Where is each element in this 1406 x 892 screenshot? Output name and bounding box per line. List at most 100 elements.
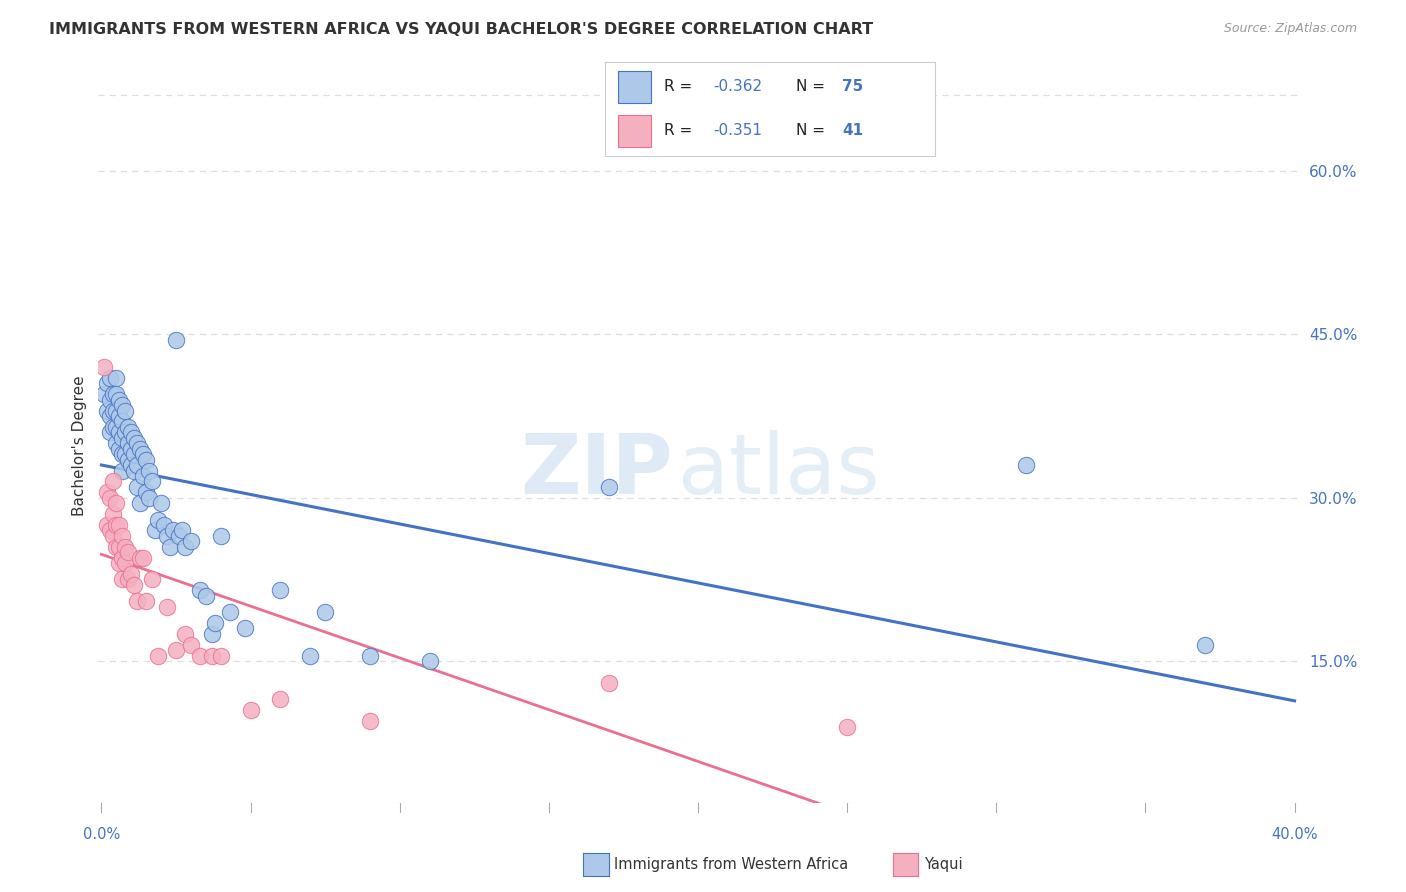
- Point: [174, 540, 197, 554]
- Point: [98, 392, 121, 407]
- Point: [93, 359, 115, 374]
- Point: [120, 442, 142, 456]
- Text: Source: ZipAtlas.com: Source: ZipAtlas.com: [1223, 22, 1357, 36]
- Point: [103, 387, 125, 401]
- Y-axis label: Bachelor's Degree: Bachelor's Degree: [72, 376, 87, 516]
- Point: [105, 540, 128, 554]
- Point: [204, 615, 226, 630]
- Point: [98, 491, 121, 505]
- Text: -0.362: -0.362: [714, 79, 762, 95]
- Text: 41: 41: [842, 123, 863, 138]
- Bar: [617, 70, 651, 103]
- Point: [120, 425, 142, 440]
- Point: [120, 458, 142, 472]
- Text: Immigrants from Western Africa: Immigrants from Western Africa: [614, 857, 849, 871]
- Point: [96, 376, 118, 391]
- Point: [156, 599, 179, 614]
- Point: [188, 583, 211, 598]
- Text: Yaqui: Yaqui: [924, 857, 962, 871]
- Text: R =: R =: [664, 79, 697, 95]
- Text: N =: N =: [796, 79, 830, 95]
- Point: [114, 403, 136, 417]
- Point: [111, 415, 134, 429]
- Point: [135, 594, 157, 608]
- Point: [105, 496, 128, 510]
- Point: [143, 524, 166, 538]
- Point: [117, 573, 139, 587]
- Point: [111, 431, 134, 445]
- Point: [93, 387, 115, 401]
- Point: [114, 540, 136, 554]
- Point: [598, 676, 620, 690]
- Point: [209, 648, 232, 663]
- Point: [122, 578, 145, 592]
- Point: [117, 420, 139, 434]
- Point: [135, 452, 157, 467]
- Point: [114, 425, 136, 440]
- Point: [108, 425, 131, 440]
- Point: [153, 518, 176, 533]
- Point: [98, 371, 121, 385]
- Point: [117, 436, 139, 450]
- Point: [127, 480, 149, 494]
- Point: [105, 387, 128, 401]
- Point: [105, 371, 128, 385]
- Point: [132, 550, 155, 565]
- Point: [111, 550, 134, 565]
- Point: [201, 648, 224, 663]
- Text: 0.0%: 0.0%: [83, 827, 120, 842]
- Point: [96, 518, 118, 533]
- Point: [159, 540, 181, 554]
- Point: [359, 648, 381, 663]
- Point: [127, 458, 149, 472]
- Point: [129, 496, 152, 510]
- Point: [180, 534, 202, 549]
- Point: [129, 550, 152, 565]
- Point: [103, 403, 125, 417]
- Point: [1015, 458, 1038, 472]
- Point: [98, 425, 121, 440]
- Point: [239, 703, 262, 717]
- Point: [598, 480, 620, 494]
- Point: [111, 529, 134, 543]
- Text: 75: 75: [842, 79, 863, 95]
- Point: [105, 436, 128, 450]
- Point: [122, 463, 145, 477]
- Point: [1194, 638, 1216, 652]
- Point: [103, 475, 125, 489]
- Text: IMMIGRANTS FROM WESTERN AFRICA VS YAQUI BACHELOR'S DEGREE CORRELATION CHART: IMMIGRANTS FROM WESTERN AFRICA VS YAQUI …: [49, 22, 873, 37]
- Point: [138, 463, 160, 477]
- Point: [156, 529, 179, 543]
- Text: R =: R =: [664, 123, 697, 138]
- Point: [146, 648, 169, 663]
- Point: [105, 420, 128, 434]
- Point: [122, 447, 145, 461]
- Point: [111, 447, 134, 461]
- Point: [98, 409, 121, 423]
- Point: [108, 540, 131, 554]
- Point: [127, 594, 149, 608]
- Point: [127, 436, 149, 450]
- Point: [174, 627, 197, 641]
- Point: [233, 622, 256, 636]
- Point: [135, 485, 157, 500]
- Point: [108, 556, 131, 570]
- Point: [194, 589, 217, 603]
- Text: N =: N =: [796, 123, 830, 138]
- Point: [141, 475, 163, 489]
- Point: [108, 442, 131, 456]
- Point: [129, 442, 152, 456]
- Point: [314, 605, 336, 619]
- Point: [138, 491, 160, 505]
- Point: [180, 638, 202, 652]
- Point: [170, 524, 193, 538]
- Point: [111, 398, 134, 412]
- Point: [132, 469, 155, 483]
- Text: -0.351: -0.351: [714, 123, 762, 138]
- Point: [299, 648, 322, 663]
- Point: [103, 420, 125, 434]
- Point: [108, 518, 131, 533]
- Point: [105, 518, 128, 533]
- Point: [114, 556, 136, 570]
- Point: [117, 452, 139, 467]
